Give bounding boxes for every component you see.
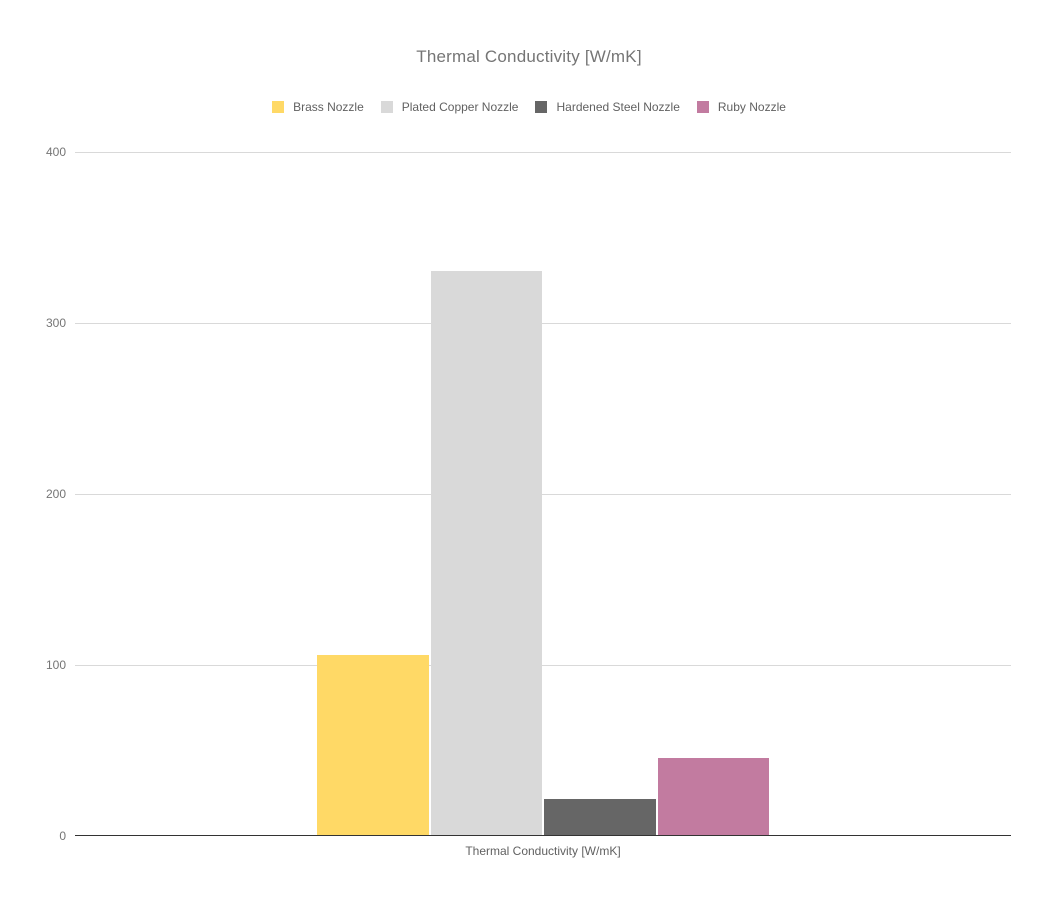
- legend-swatch-icon: [272, 101, 285, 113]
- legend-item-2[interactable]: Hardened Steel Nozzle: [535, 100, 680, 114]
- legend-swatch-icon: [535, 101, 548, 113]
- legend-swatch-icon: [696, 101, 709, 113]
- gridline-200: [75, 493, 1011, 495]
- y-tick-label-0: 0: [59, 828, 66, 843]
- legend-item-3[interactable]: Ruby Nozzle: [696, 100, 786, 114]
- legend-swatch-icon: [380, 101, 393, 113]
- gridline-400: [75, 151, 1011, 153]
- x-axis-category-label: Thermal Conductivity [W/mK]: [465, 844, 621, 858]
- gridline-100: [75, 664, 1011, 666]
- y-tick-label-100: 100: [45, 657, 66, 672]
- legend-item-label: Hardened Steel Nozzle: [556, 100, 680, 114]
- bar-brass-nozzle[interactable]: [317, 655, 429, 835]
- legend-item-0[interactable]: Brass Nozzle: [272, 100, 364, 114]
- legend-item-label: Brass Nozzle: [293, 100, 364, 114]
- legend-item-label: Ruby Nozzle: [717, 100, 786, 114]
- y-tick-label-300: 300: [45, 315, 66, 330]
- x-axis-baseline: [75, 835, 1011, 836]
- bar-hardened-steel-nozzle[interactable]: [544, 799, 656, 835]
- y-tick-label-400: 400: [45, 144, 66, 159]
- bar-ruby-nozzle[interactable]: [657, 758, 769, 835]
- gridline-300: [75, 322, 1011, 324]
- chart-title: Thermal Conductivity [W/mK]: [416, 47, 642, 66]
- legend-item-label: Plated Copper Nozzle: [401, 100, 519, 114]
- bar-plated-copper-nozzle[interactable]: [430, 270, 542, 835]
- y-axis: 0 100 200 300 400: [0, 0, 66, 903]
- plot-area: [75, 151, 1011, 836]
- y-tick-label-200: 200: [45, 486, 66, 501]
- chart-legend: Brass Nozzle Plated Copper Nozzle Hardened…: [0, 100, 1058, 114]
- legend-item-1[interactable]: Plated Copper Nozzle: [380, 100, 519, 114]
